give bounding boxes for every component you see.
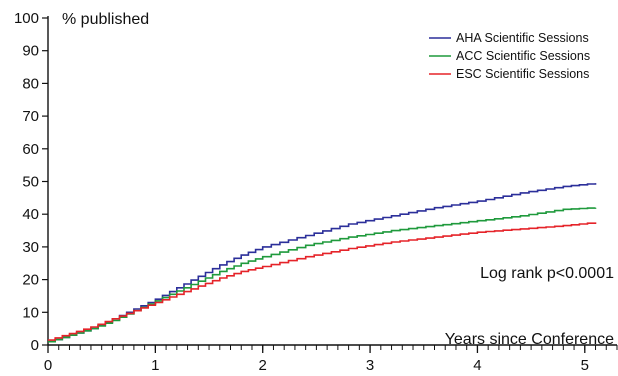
x-ticks: 0 1 2 3 4 5 <box>44 345 618 374</box>
x-tick-label: 4 <box>473 357 481 374</box>
y-axis-label: % published <box>62 11 149 28</box>
legend-label-acc: ACC Scientific Sessions <box>456 49 590 63</box>
y-tick-label: 80 <box>22 75 39 92</box>
y-tick-label: 70 <box>22 108 39 125</box>
y-tick-label: 20 <box>22 272 39 289</box>
series-lines <box>48 183 597 343</box>
x-tick-label: 3 <box>366 357 374 374</box>
y-tick-label: 60 <box>22 141 39 158</box>
series-line-esc <box>48 222 597 341</box>
y-tick-label: 30 <box>22 239 39 256</box>
x-axis-label: Years since Conference <box>445 331 614 348</box>
series-line-aha <box>48 183 597 343</box>
y-tick-label: 40 <box>22 206 39 223</box>
x-tick-label: 0 <box>44 357 52 374</box>
x-tick-label: 2 <box>259 357 267 374</box>
axes <box>47 16 617 346</box>
log-rank-annotation: Log rank p<0.0001 <box>480 265 614 282</box>
y-ticks: 0 10 20 30 40 50 60 70 80 90 100 <box>14 10 48 354</box>
x-tick-label: 1 <box>151 357 159 374</box>
y-tick-label: 10 <box>22 304 39 321</box>
y-tick-label: 50 <box>22 174 39 191</box>
y-tick-label: 0 <box>31 337 39 354</box>
y-tick-label: 90 <box>22 43 39 60</box>
legend-label-aha: AHA Scientific Sessions <box>456 31 589 45</box>
legend: AHA Scientific Sessions ACC Scientific S… <box>429 31 590 81</box>
legend-label-esc: ESC Scientific Sessions <box>456 67 589 81</box>
x-tick-label: 5 <box>581 357 589 374</box>
y-tick-label: 100 <box>14 10 39 27</box>
